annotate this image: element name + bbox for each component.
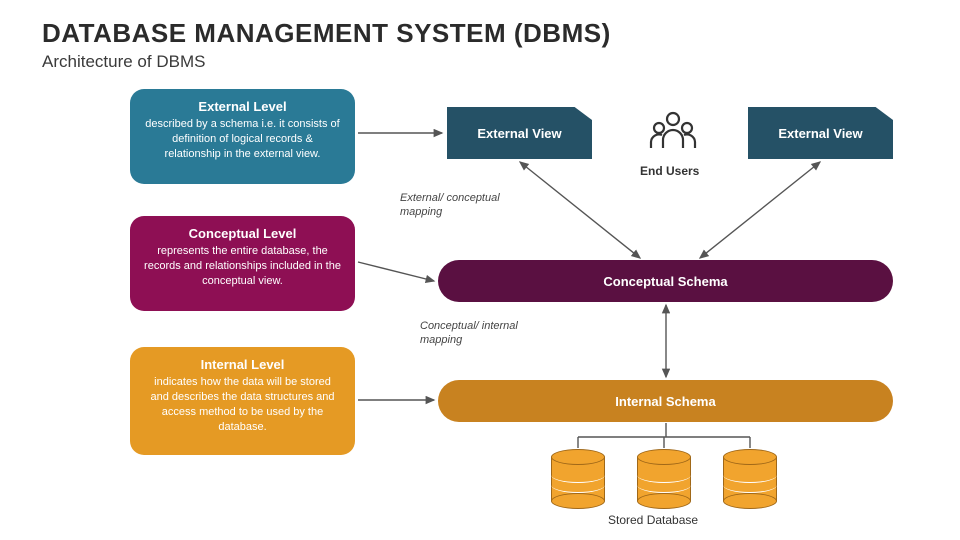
page-title: DATABASE MANAGEMENT SYSTEM (DBMS) [42, 18, 611, 49]
label-conceptual-internal-mapping: Conceptual/ internal mapping [420, 320, 520, 348]
node-external-view-2: External View [748, 107, 893, 159]
card-conceptual-heading: Conceptual Level [144, 226, 341, 241]
card-external: External Level described by a schema i.e… [130, 89, 355, 184]
card-conceptual-body: represents the entire database, the reco… [144, 244, 341, 289]
page-subtitle: Architecture of DBMS [42, 52, 205, 72]
card-internal: Internal Level indicates how the data wi… [130, 347, 355, 455]
users-icon [648, 108, 698, 158]
database-cylinder-3 [723, 449, 777, 509]
label-end-users: End Users [640, 164, 699, 178]
card-internal-body: indicates how the data will be stored an… [144, 375, 341, 434]
node-internal-schema: Internal Schema [438, 380, 893, 422]
node-external-view-1: External View [447, 107, 592, 159]
label-external-conceptual-mapping: External/ conceptual mapping [400, 192, 510, 220]
card-external-heading: External Level [144, 99, 341, 114]
label-stored-database: Stored Database [608, 513, 698, 527]
card-conceptual: Conceptual Level represents the entire d… [130, 216, 355, 311]
card-internal-heading: Internal Level [144, 357, 341, 372]
database-cylinder-2 [637, 449, 691, 509]
card-external-body: described by a schema i.e. it consists o… [144, 117, 341, 162]
node-conceptual-schema: Conceptual Schema [438, 260, 893, 302]
database-cylinder-1 [551, 449, 605, 509]
